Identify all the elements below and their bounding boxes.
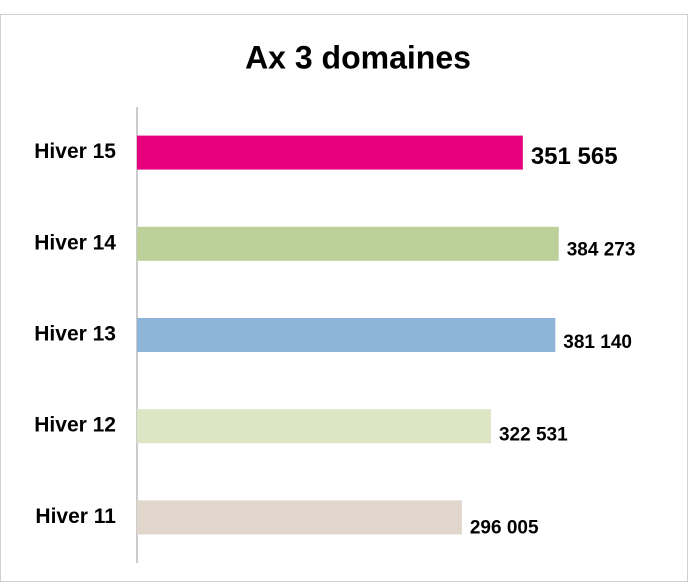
bar (137, 135, 523, 170)
data-label: 384 273 (567, 239, 636, 260)
data-label: 296 005 (470, 517, 539, 538)
category-label: Hiver 14 (34, 231, 116, 254)
data-label: 322 531 (499, 425, 568, 446)
chart-title: Ax 3 domaines (245, 39, 471, 75)
category-label: Hiver 11 (35, 505, 116, 528)
chart-frame (0, 14, 688, 582)
bar (137, 226, 559, 261)
category-label: Hiver 12 (34, 414, 116, 437)
bar (137, 500, 462, 535)
data-label: 381 140 (563, 332, 632, 353)
bar (137, 318, 556, 352)
category-label: Hiver 15 (34, 140, 116, 163)
category-label: Hiver 13 (34, 323, 116, 346)
bar (137, 409, 491, 444)
data-label: 351 565 (531, 143, 618, 170)
